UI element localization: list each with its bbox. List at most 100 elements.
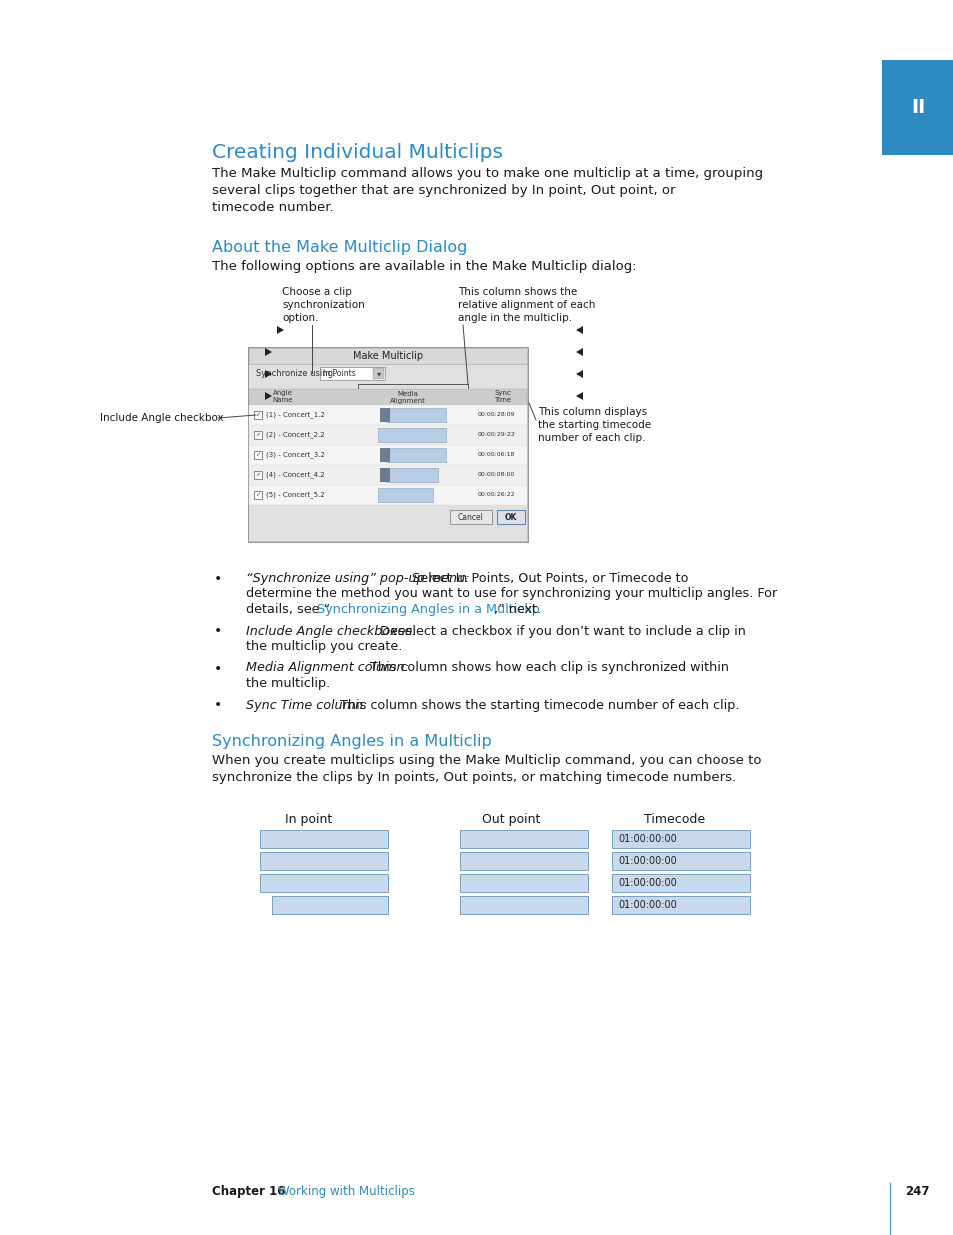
Text: angle in the multiclip.: angle in the multiclip. bbox=[457, 312, 572, 324]
Text: details, see “: details, see “ bbox=[246, 603, 330, 616]
Text: This column shows how each clip is synchronized within: This column shows how each clip is synch… bbox=[362, 662, 729, 674]
Bar bbox=[450, 510, 492, 524]
Bar bbox=[253, 451, 262, 459]
Text: •: • bbox=[213, 699, 222, 713]
Bar bbox=[377, 429, 446, 442]
Text: In point: In point bbox=[285, 813, 332, 826]
Polygon shape bbox=[576, 370, 582, 378]
Text: Synchronizing Angles in a Multiclip: Synchronizing Angles in a Multiclip bbox=[316, 603, 539, 616]
Text: (2) - Concert_2.2: (2) - Concert_2.2 bbox=[266, 431, 324, 438]
Polygon shape bbox=[576, 391, 582, 400]
Bar bbox=[249, 466, 526, 485]
Text: The Make Multiclip command allows you to make one multiclip at a time, grouping: The Make Multiclip command allows you to… bbox=[212, 167, 762, 180]
Text: ,” next.: ,” next. bbox=[494, 603, 540, 616]
Text: 01:00:00:00: 01:00:00:00 bbox=[618, 834, 676, 844]
Text: •: • bbox=[213, 662, 222, 676]
Bar bbox=[253, 492, 262, 499]
Text: The following options are available in the Make Multiclip dialog:: The following options are available in t… bbox=[212, 261, 636, 273]
Text: In Points: In Points bbox=[323, 369, 355, 378]
Polygon shape bbox=[265, 391, 272, 400]
Text: This column shows the: This column shows the bbox=[457, 287, 577, 296]
Text: ✓: ✓ bbox=[255, 473, 260, 478]
Bar bbox=[459, 830, 587, 848]
Text: 01:00:00:00: 01:00:00:00 bbox=[618, 878, 676, 888]
Text: ✓: ✓ bbox=[255, 452, 260, 457]
Bar bbox=[459, 897, 587, 914]
Text: Media
Alignment: Media Alignment bbox=[390, 390, 425, 404]
Text: timecode number.: timecode number. bbox=[212, 201, 334, 214]
Bar bbox=[260, 874, 388, 892]
Bar bbox=[377, 488, 433, 501]
Text: 00:00:08:00: 00:00:08:00 bbox=[477, 473, 515, 478]
Text: Out point: Out point bbox=[481, 813, 539, 826]
Bar bbox=[249, 425, 526, 445]
Text: the starting timecode: the starting timecode bbox=[537, 420, 651, 430]
Text: 247: 247 bbox=[904, 1186, 928, 1198]
Text: 01:00:00:00: 01:00:00:00 bbox=[618, 856, 676, 866]
Bar bbox=[272, 897, 388, 914]
Bar bbox=[882, 61, 953, 156]
Text: Sync Time column:: Sync Time column: bbox=[246, 699, 367, 711]
Bar bbox=[459, 852, 587, 869]
Bar bbox=[612, 830, 749, 848]
Text: OK: OK bbox=[504, 513, 517, 521]
Bar bbox=[386, 408, 446, 422]
Text: ✓: ✓ bbox=[255, 412, 260, 417]
Text: 00:00:06:18: 00:00:06:18 bbox=[477, 452, 515, 457]
Bar bbox=[249, 485, 526, 505]
Text: ✓: ✓ bbox=[255, 493, 260, 498]
Text: Working with Multiclips: Working with Multiclips bbox=[277, 1186, 415, 1198]
Text: synchronize the clips by In points, Out points, or matching timecode numbers.: synchronize the clips by In points, Out … bbox=[212, 771, 736, 784]
Text: determine the method you want to use for synchronizing your multiclip angles. Fo: determine the method you want to use for… bbox=[246, 588, 777, 600]
Text: 00:00:28:09: 00:00:28:09 bbox=[477, 412, 515, 417]
Bar bbox=[386, 468, 437, 482]
Bar bbox=[260, 830, 388, 848]
Text: Media Alignment column:: Media Alignment column: bbox=[246, 662, 409, 674]
Text: several clips together that are synchronized by In point, Out point, or: several clips together that are synchron… bbox=[212, 184, 675, 198]
Bar bbox=[249, 348, 526, 364]
Text: II: II bbox=[910, 98, 924, 117]
Text: Synchronize using:: Synchronize using: bbox=[255, 368, 335, 378]
Text: About the Make Multiclip Dialog: About the Make Multiclip Dialog bbox=[212, 240, 467, 254]
Text: Deselect a checkbox if you don’t want to include a clip in: Deselect a checkbox if you don’t want to… bbox=[372, 625, 745, 637]
Text: Include Angle checkbox: Include Angle checkbox bbox=[100, 412, 223, 424]
Bar bbox=[379, 448, 390, 462]
Polygon shape bbox=[276, 326, 284, 333]
Text: “Synchronize using” pop-up menu:: “Synchronize using” pop-up menu: bbox=[246, 572, 469, 585]
Bar bbox=[497, 510, 524, 524]
Polygon shape bbox=[265, 370, 272, 378]
Text: (5) - Concert_5.2: (5) - Concert_5.2 bbox=[266, 492, 324, 499]
Bar bbox=[379, 468, 390, 482]
Text: relative alignment of each: relative alignment of each bbox=[457, 300, 595, 310]
Bar bbox=[253, 411, 262, 419]
Text: option.: option. bbox=[282, 312, 318, 324]
Bar bbox=[319, 367, 385, 380]
Text: synchronization: synchronization bbox=[282, 300, 364, 310]
Text: •: • bbox=[213, 572, 222, 585]
Bar bbox=[612, 852, 749, 869]
Text: (1) - Concert_1.2: (1) - Concert_1.2 bbox=[266, 411, 325, 419]
Text: Make Multiclip: Make Multiclip bbox=[353, 351, 422, 361]
Text: ✓: ✓ bbox=[255, 432, 260, 437]
Text: Sync
Time: Sync Time bbox=[494, 390, 511, 404]
Text: This column displays: This column displays bbox=[537, 408, 646, 417]
Bar bbox=[386, 448, 446, 462]
Text: Chapter 16: Chapter 16 bbox=[212, 1186, 285, 1198]
Bar bbox=[249, 405, 526, 425]
Polygon shape bbox=[576, 348, 582, 356]
Bar bbox=[612, 897, 749, 914]
Text: Cancel: Cancel bbox=[457, 513, 483, 521]
Bar bbox=[248, 347, 527, 542]
Text: Choose a clip: Choose a clip bbox=[282, 287, 352, 296]
Text: When you create multiclips using the Make Multiclip command, you can choose to: When you create multiclips using the Mak… bbox=[212, 755, 760, 767]
Text: •: • bbox=[213, 625, 222, 638]
Bar bbox=[249, 445, 526, 466]
Bar bbox=[612, 874, 749, 892]
Bar bbox=[373, 368, 384, 379]
Text: 00:00:29:22: 00:00:29:22 bbox=[477, 432, 516, 437]
Text: ▾: ▾ bbox=[376, 369, 381, 378]
Text: Timecode: Timecode bbox=[643, 813, 704, 826]
Text: 01:00:00:00: 01:00:00:00 bbox=[618, 900, 676, 910]
Text: (3) - Concert_3.2: (3) - Concert_3.2 bbox=[266, 452, 325, 458]
Text: Angle
Name: Angle Name bbox=[273, 390, 293, 404]
